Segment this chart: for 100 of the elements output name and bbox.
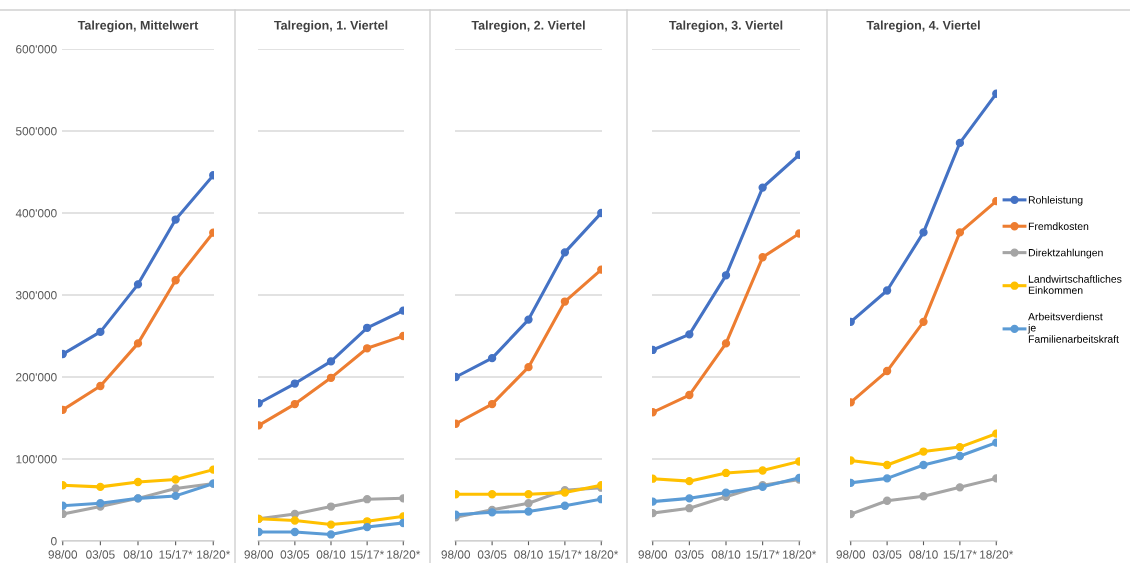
x-tick-label: 98/00 — [244, 550, 274, 559]
chart-title: Talregion, Mittelwert — [77, 20, 199, 33]
y-tick-label: 500'000 — [15, 127, 57, 136]
x-tick-label: 98/00 — [441, 550, 471, 559]
point — [290, 516, 300, 525]
point — [758, 183, 767, 192]
point — [290, 379, 300, 388]
point — [721, 339, 731, 348]
point — [362, 522, 372, 532]
point — [290, 527, 300, 537]
point — [882, 366, 892, 376]
point — [171, 215, 180, 224]
point — [721, 468, 731, 478]
point — [362, 495, 372, 504]
y-tick-label: 300'000 — [15, 291, 57, 300]
point — [882, 286, 892, 295]
point — [685, 476, 694, 486]
x-tick-label: 08/10 — [711, 550, 741, 559]
point — [685, 494, 694, 503]
x-tick-label: 15/17* — [350, 550, 385, 559]
point — [882, 460, 892, 470]
point — [685, 504, 694, 513]
chart-title: Talregion, 2. Viertel — [471, 20, 585, 33]
y-tick-label: 100'000 — [16, 455, 57, 464]
point — [326, 357, 336, 366]
point — [758, 466, 767, 475]
point — [721, 488, 731, 497]
x-tick-label: 08/10 — [514, 550, 543, 559]
y-tick-label: 200'000 — [16, 373, 57, 382]
x-tick-label: 08/10 — [909, 550, 938, 559]
x-tick-label: 98/00 — [836, 550, 866, 559]
point — [524, 499, 533, 508]
x-tick-label: 08/10 — [123, 550, 153, 559]
point — [524, 507, 533, 516]
x-tick-label: 98/00 — [638, 550, 668, 559]
point — [882, 474, 892, 483]
legend-label: Fremdkosten — [1028, 222, 1089, 230]
point — [326, 502, 336, 511]
point — [171, 484, 180, 493]
point — [362, 323, 372, 332]
point — [919, 447, 928, 456]
x-tick-label: 18/20* — [585, 550, 619, 559]
point — [133, 280, 143, 289]
point — [326, 520, 336, 529]
point — [171, 491, 180, 501]
x-tick-label: 15/17* — [159, 550, 193, 559]
x-tick-label: 03/05 — [675, 550, 704, 559]
point — [362, 344, 372, 353]
point — [685, 390, 694, 400]
y-tick-label: 600'000 — [16, 45, 57, 54]
x-tick-label: 15/17* — [943, 550, 977, 559]
point — [955, 451, 965, 461]
legend-label: Landwirtschaftliches Einkommen — [1028, 275, 1122, 294]
x-tick-label: 18/20* — [387, 550, 421, 559]
point — [560, 297, 570, 306]
x-tick-label: 15/17* — [548, 550, 582, 559]
point — [685, 330, 694, 339]
point — [955, 483, 965, 492]
point — [96, 327, 105, 337]
x-tick-label: 18/20* — [980, 550, 1014, 559]
point — [955, 442, 965, 452]
point — [524, 315, 533, 324]
point — [487, 399, 497, 409]
point — [326, 373, 336, 382]
chart-title: Talregion, 1. Viertel — [274, 20, 388, 33]
point — [524, 362, 533, 372]
point — [560, 248, 570, 257]
y-tick-label: 0 — [51, 537, 57, 546]
x-tick-label: 03/05 — [872, 550, 902, 559]
x-tick-label: 03/05 — [477, 550, 507, 559]
point — [882, 496, 892, 505]
point — [758, 253, 767, 262]
chart-title: Talregion, 4. Viertel — [866, 20, 980, 33]
point — [524, 490, 533, 499]
chart-title: Talregion, 3. Viertel — [669, 20, 783, 33]
point — [919, 460, 928, 470]
point — [919, 317, 928, 327]
point — [487, 353, 497, 363]
y-tick-label: 400'000 — [15, 209, 57, 218]
point — [96, 482, 105, 492]
point — [487, 490, 497, 499]
point — [919, 228, 928, 237]
point — [171, 276, 180, 285]
point — [955, 228, 965, 237]
x-tick-label: 18/20* — [197, 550, 231, 559]
point — [955, 138, 965, 148]
x-tick-label: 03/05 — [280, 550, 310, 559]
x-tick-label: 98/00 — [48, 550, 78, 559]
point — [133, 339, 143, 348]
point — [290, 399, 300, 409]
point — [171, 475, 180, 484]
x-tick-label: 15/17* — [746, 550, 780, 559]
x-tick-label: 18/20* — [783, 550, 817, 559]
x-tick-label: 08/10 — [316, 550, 346, 559]
legend-label: Direktzahlungen — [1028, 248, 1103, 259]
point — [721, 271, 731, 280]
point — [919, 492, 928, 501]
legend-label: Arbeitsverdienst je Familienarbeitskraft — [1027, 312, 1119, 343]
point — [326, 530, 336, 539]
point — [560, 501, 570, 510]
